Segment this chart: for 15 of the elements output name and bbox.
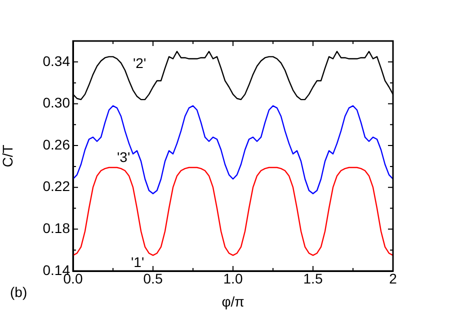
y-tick-label: 0.22 (42, 178, 70, 194)
y-tick-label: 0.34 (42, 52, 70, 69)
text: (b) (10, 284, 28, 300)
x-tick-label: 2 (389, 270, 398, 286)
x-tick-label: 1.0 (223, 270, 243, 286)
series-label: '3' (117, 148, 130, 165)
y-tick-label: 0.30 (42, 94, 70, 111)
x-axis-title: φ/π (222, 293, 245, 310)
y-tick-label: 0.18 (42, 220, 70, 236)
series-label: '1' (131, 254, 144, 270)
legend-label: '2' (133, 55, 146, 72)
x-tick-label: 1.5 (303, 270, 323, 286)
y-tick-label: 0.26 (42, 136, 70, 152)
y-axis-title: C/T (0, 144, 16, 168)
x-tick-label: 0.5 (143, 270, 163, 286)
